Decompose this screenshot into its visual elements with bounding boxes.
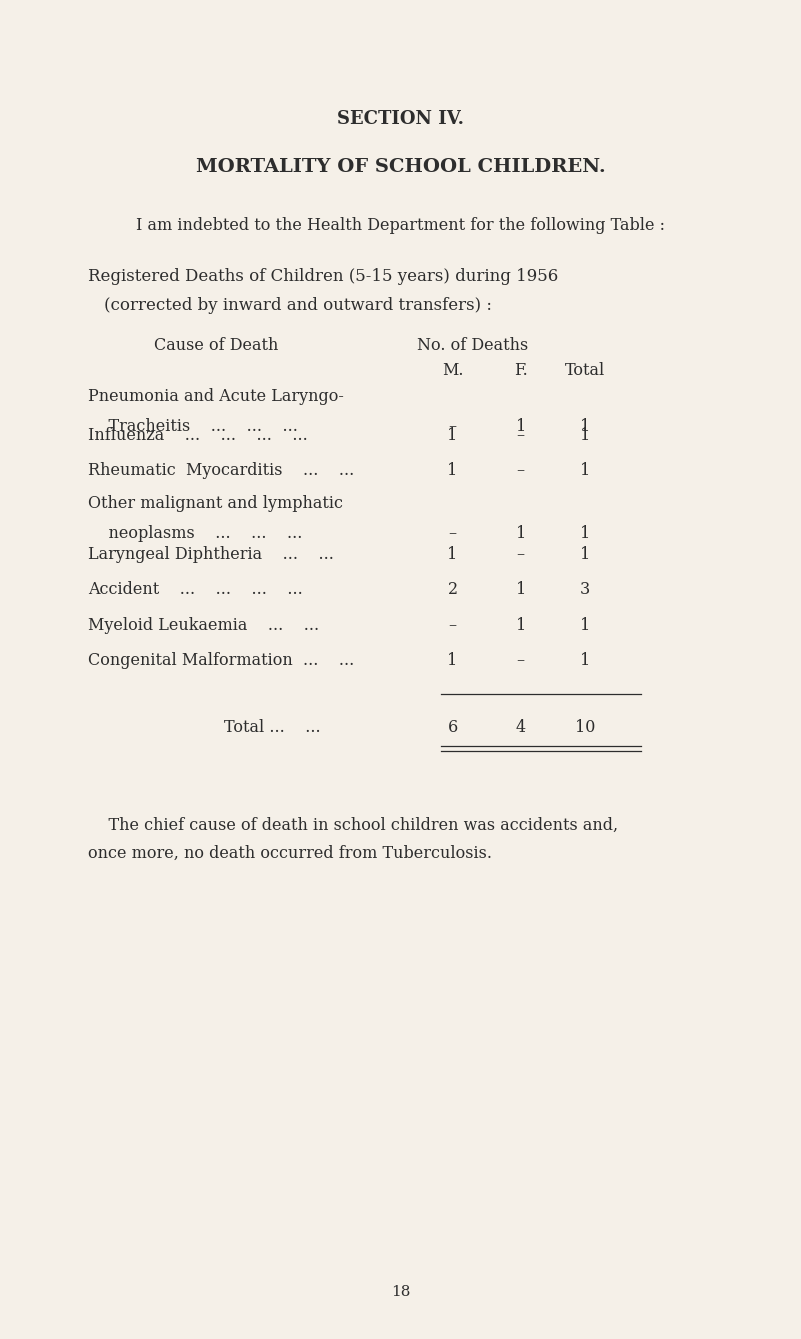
Text: neoplasms    ...    ...    ...: neoplasms ... ... ... [88, 525, 303, 542]
Text: 1: 1 [516, 581, 525, 599]
Text: M.: M. [442, 362, 463, 379]
Text: 1: 1 [580, 525, 590, 542]
Text: SECTION IV.: SECTION IV. [337, 110, 464, 127]
Text: 4: 4 [516, 719, 525, 736]
Text: Congenital Malformation  ...    ...: Congenital Malformation ... ... [88, 652, 354, 670]
Text: 2: 2 [448, 581, 457, 599]
Text: 1: 1 [448, 652, 457, 670]
Text: Tracheitis    ...    ...    ...: Tracheitis ... ... ... [88, 418, 298, 435]
Text: Other malignant and lymphatic: Other malignant and lymphatic [88, 495, 343, 513]
Text: –: – [517, 462, 525, 479]
Text: –: – [517, 546, 525, 564]
Text: 6: 6 [448, 719, 457, 736]
Text: Cause of Death: Cause of Death [154, 337, 279, 355]
Text: Accident    ...    ...    ...    ...: Accident ... ... ... ... [88, 581, 303, 599]
Text: Total: Total [565, 362, 605, 379]
Text: Influenza    ...    ...    ...    ...: Influenza ... ... ... ... [88, 427, 308, 445]
Text: 1: 1 [448, 427, 457, 445]
Text: 1: 1 [580, 418, 590, 435]
Text: 1: 1 [580, 427, 590, 445]
Text: –: – [517, 427, 525, 445]
Text: 1: 1 [580, 617, 590, 635]
Text: 1: 1 [516, 525, 525, 542]
Text: –: – [517, 652, 525, 670]
Text: Pneumonia and Acute Laryngo-: Pneumonia and Acute Laryngo- [88, 388, 344, 406]
Text: 1: 1 [580, 462, 590, 479]
Text: 1: 1 [580, 546, 590, 564]
Text: No. of Deaths: No. of Deaths [417, 337, 528, 355]
Text: –: – [449, 418, 457, 435]
Text: 10: 10 [574, 719, 595, 736]
Text: Rheumatic  Myocarditis    ...    ...: Rheumatic Myocarditis ... ... [88, 462, 354, 479]
Text: MORTALITY OF SCHOOL CHILDREN.: MORTALITY OF SCHOOL CHILDREN. [195, 158, 606, 175]
Text: (corrected by inward and outward transfers) :: (corrected by inward and outward transfe… [104, 297, 492, 315]
Text: –: – [449, 525, 457, 542]
Text: 1: 1 [448, 546, 457, 564]
Text: –: – [449, 617, 457, 635]
Text: I am indebted to the Health Department for the following Table :: I am indebted to the Health Department f… [136, 217, 665, 234]
Text: Laryngeal Diphtheria    ...    ...: Laryngeal Diphtheria ... ... [88, 546, 334, 564]
Text: Total ...    ...: Total ... ... [223, 719, 320, 736]
Text: 1: 1 [580, 652, 590, 670]
Text: Myeloid Leukaemia    ...    ...: Myeloid Leukaemia ... ... [88, 617, 320, 635]
Text: Registered Deaths of Children (5-15 years) during 1956: Registered Deaths of Children (5-15 year… [88, 268, 558, 285]
Text: 1: 1 [516, 418, 525, 435]
Text: The chief cause of death in school children was accidents and,: The chief cause of death in school child… [88, 817, 618, 834]
Text: 3: 3 [580, 581, 590, 599]
Text: 18: 18 [391, 1285, 410, 1299]
Text: 1: 1 [516, 617, 525, 635]
Text: once more, no death occurred from Tuberculosis.: once more, no death occurred from Tuberc… [88, 845, 492, 862]
Text: F.: F. [513, 362, 528, 379]
Text: 1: 1 [448, 462, 457, 479]
